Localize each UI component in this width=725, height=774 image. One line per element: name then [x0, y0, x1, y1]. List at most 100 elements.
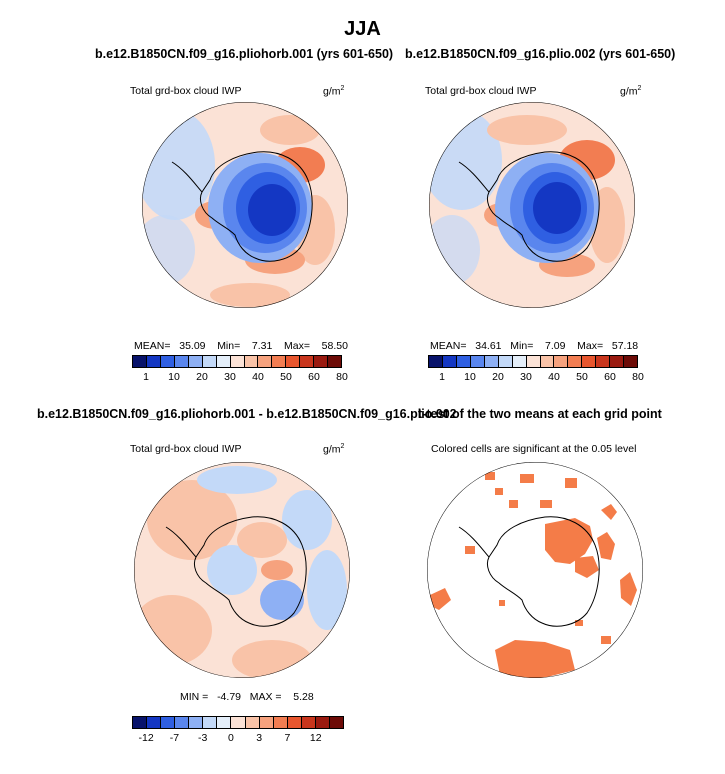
colorbar-label: -3	[197, 732, 208, 744]
panel3-min-label: MIN =	[180, 691, 209, 703]
panel2-subtitle: Total grd-box cloud IWP	[425, 85, 537, 97]
panel1-subtitle: Total grd-box cloud IWP	[130, 85, 242, 97]
colorbar-label: -12	[138, 732, 154, 744]
panel2-min-label: Min=	[510, 340, 534, 352]
colorbar-swatch	[272, 356, 287, 367]
colorbar-swatch	[456, 356, 471, 367]
colorbar-swatch	[216, 356, 231, 367]
panel1-max: 58.50	[321, 340, 348, 352]
colorbar-swatch	[554, 356, 569, 367]
panel2-map	[429, 102, 635, 308]
panel2-mean: 34.61	[475, 340, 502, 352]
panel1-colorbar	[132, 355, 342, 368]
colorbar-label: 60	[308, 371, 320, 383]
colorbar-swatch	[314, 356, 329, 367]
main-title: JJA	[344, 18, 381, 40]
colorbar-swatch	[133, 717, 148, 728]
colorbar-swatch	[596, 356, 611, 367]
colorbar-swatch	[484, 356, 499, 367]
panel3-max: 5.28	[293, 691, 314, 703]
colorbar-swatch	[146, 356, 161, 367]
colorbar-swatch	[470, 356, 485, 367]
colorbar-swatch	[328, 356, 342, 367]
colorbar-swatch	[582, 356, 597, 367]
colorbar-swatch	[244, 356, 259, 367]
panel1-title: b.e12.B1850CN.f09_g16.pliohorb.001 (yrs …	[95, 47, 394, 61]
colorbar-label: 20	[196, 371, 208, 383]
colorbar-swatch	[217, 717, 232, 728]
panel1-min-label: Min=	[217, 340, 241, 352]
colorbar-swatch	[161, 717, 176, 728]
colorbar-label: 20	[492, 371, 504, 383]
panel3-units: g/m2	[323, 443, 345, 456]
colorbar-label: 80	[336, 371, 348, 383]
colorbar-label: 30	[224, 371, 236, 383]
colorbar-label: 40	[252, 371, 264, 383]
colorbar-label: 50	[280, 371, 292, 383]
colorbar-label: 40	[548, 371, 560, 383]
colorbar-swatch	[287, 717, 302, 728]
panel3-subtitle: Total grd-box cloud IWP	[130, 443, 242, 455]
panel2-max-label: Max=	[577, 340, 604, 352]
colorbar-label: 12	[309, 732, 322, 744]
colorbar-label: 80	[632, 371, 644, 383]
colorbar-label: 30	[520, 371, 532, 383]
colorbar-label: 0	[228, 732, 234, 744]
panel1-units: g/m2	[323, 85, 345, 98]
colorbar-label: 1	[439, 371, 445, 383]
panel2-max: 57.18	[611, 340, 639, 352]
panel3-stats: MIN = -4.79 MAX = 5.28	[180, 691, 314, 703]
colorbar-swatch	[624, 356, 638, 367]
colorbar-swatch	[133, 356, 147, 367]
panel3-min: -4.79	[217, 691, 241, 703]
colorbar-swatch	[329, 717, 343, 728]
colorbar-swatch	[301, 717, 316, 728]
colorbar-swatch	[429, 356, 443, 367]
colorbar-label: 10	[168, 371, 180, 383]
panel4-title: t-test of the two means at each grid poi…	[418, 407, 662, 421]
panel3-colorbar	[132, 716, 344, 729]
panel3-map	[134, 462, 350, 678]
colorbar-label: 7	[284, 732, 291, 744]
colorbar-swatch	[498, 356, 513, 367]
colorbar-swatch	[273, 717, 288, 728]
panel2-mean-label: MEAN=	[430, 340, 467, 352]
colorbar-swatch	[512, 356, 527, 367]
colorbar-swatch	[568, 356, 583, 367]
colorbar-swatch	[540, 356, 555, 367]
panel2-units: g/m2	[620, 85, 642, 98]
panel3-max-label: MAX =	[249, 691, 282, 703]
colorbar-swatch	[258, 356, 273, 367]
colorbar-swatch	[175, 717, 190, 728]
colorbar-swatch	[202, 356, 217, 367]
panel3-title: b.e12.B1850CN.f09_g16.pliohorb.001 - b.e…	[37, 407, 457, 421]
colorbar-label: 50	[576, 371, 588, 383]
colorbar-label: 3	[256, 732, 263, 744]
panel1-max-label: Max=	[284, 340, 310, 352]
colorbar-swatch	[203, 717, 218, 728]
colorbar-swatch	[300, 356, 315, 367]
colorbar-swatch	[230, 356, 245, 367]
colorbar-swatch	[315, 717, 330, 728]
panel1-map	[142, 102, 348, 308]
panel1-mean: 35.09	[179, 340, 206, 352]
panel4-subtitle: Colored cells are significant at the 0.0…	[431, 443, 637, 455]
panel4-map	[427, 462, 643, 678]
colorbar-label: 1	[143, 371, 149, 383]
panel2-stats: MEAN= 34.61 Min= 7.09 Max= 57.18	[430, 340, 638, 352]
panel2-title: b.e12.B1850CN.f09_g16.plio.002 (yrs 601-…	[405, 47, 676, 61]
colorbar-swatch	[189, 717, 204, 728]
colorbar-label: 60	[604, 371, 616, 383]
panel1-min: 7.31	[251, 340, 273, 352]
colorbar-swatch	[245, 717, 260, 728]
panel2-colorbar	[428, 355, 638, 368]
panel1-mean-label: MEAN=	[134, 340, 171, 352]
colorbar-swatch	[610, 356, 625, 367]
colorbar-label: -7	[169, 732, 180, 744]
colorbar-swatch	[442, 356, 457, 367]
colorbar-swatch	[160, 356, 175, 367]
colorbar-swatch	[231, 717, 246, 728]
colorbar-swatch	[259, 717, 274, 728]
colorbar-label: 10	[464, 371, 476, 383]
panel1-stats: MEAN= 35.09 Min= 7.31 Max= 58.50	[134, 340, 348, 352]
